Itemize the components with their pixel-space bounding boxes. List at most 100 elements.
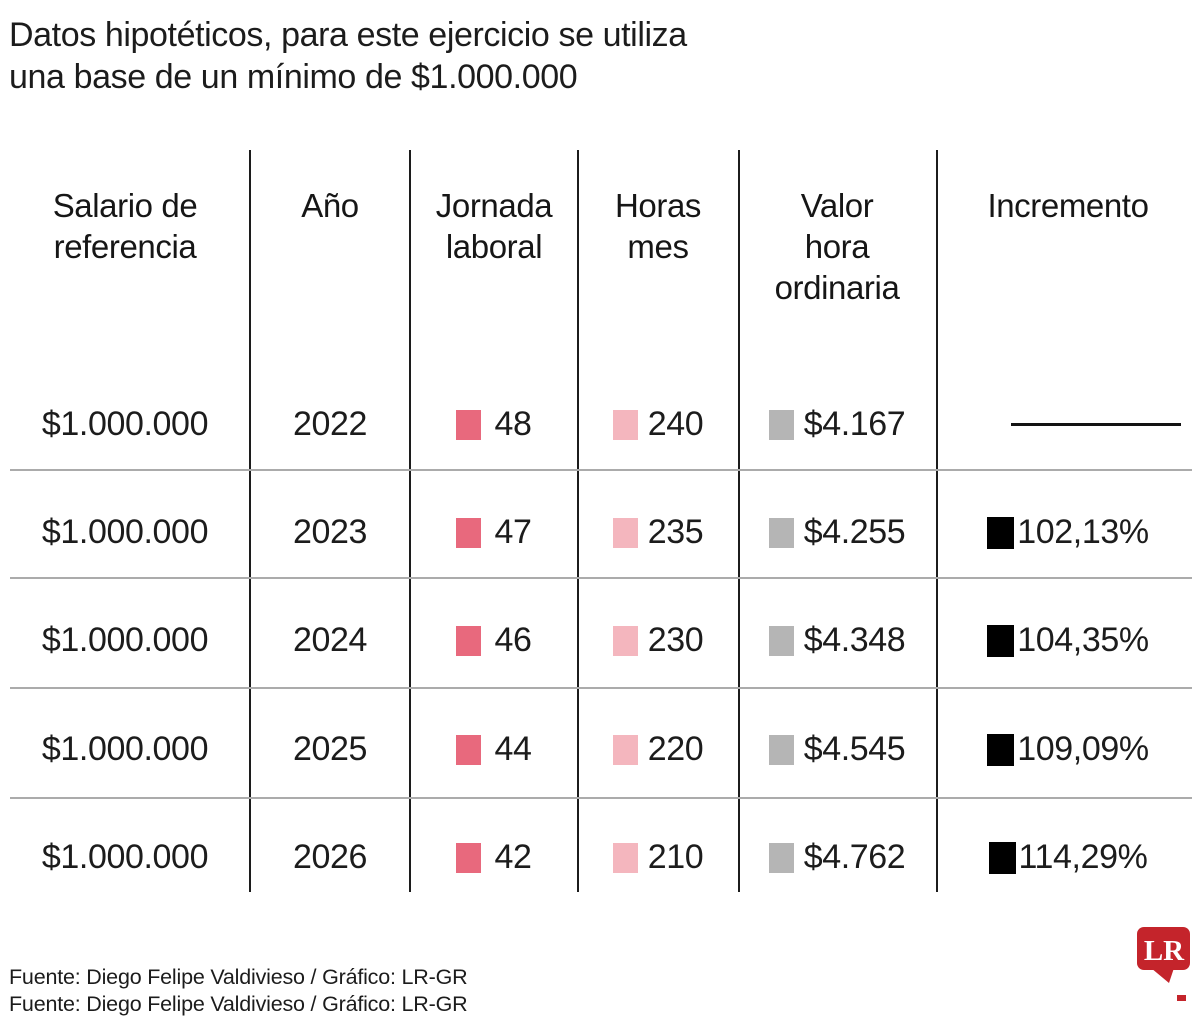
cell-value: $4.255 — [803, 513, 906, 551]
cell-horas: 235 — [578, 488, 738, 577]
incremento-swatch-icon — [987, 733, 1015, 766]
table-row: $1.000.000 2025 44 220 $4.545 109,09% — [0, 705, 1200, 794]
source-credit: Fuente: Diego Felipe Valdivieso / Gráfic… — [9, 965, 468, 989]
cell-value: 210 — [647, 838, 704, 876]
cell-value: 42 — [494, 838, 532, 876]
column-header: Incremento — [987, 187, 1149, 224]
valor-swatch-icon — [768, 842, 794, 873]
cell-value: 47 — [494, 513, 532, 551]
table-row: $1.000.000 2022 48 240 $4.167 — [0, 380, 1200, 469]
cell-valor: $4.545 — [738, 705, 936, 794]
cell-horas: 210 — [578, 813, 738, 902]
chart-title-line-1: Datos hipotéticos, para este ejercicio s… — [9, 16, 687, 54]
cell-valor: $4.348 — [738, 596, 936, 685]
cell-horas: 220 — [578, 705, 738, 794]
horas-swatch-icon — [612, 734, 638, 765]
jornada-swatch-icon — [456, 625, 482, 656]
horas-swatch-icon — [612, 842, 638, 873]
valor-swatch-icon — [768, 409, 794, 440]
horas-swatch-icon — [612, 625, 638, 656]
cell-salario: $1.000.000 — [41, 838, 209, 876]
cell-value: 48 — [494, 405, 532, 443]
source-credit-clipped: Fuente: Diego Felipe Valdivieso / Gráfic… — [9, 992, 468, 1016]
column-header: Jornada laboral — [435, 187, 553, 265]
cell-salario: $1.000.000 — [41, 730, 209, 768]
lr-logo-bubble-icon: LR — [1137, 927, 1190, 983]
row-divider — [10, 797, 1192, 799]
lr-logo: LR — [1136, 927, 1192, 997]
cell-valor: $4.762 — [738, 813, 936, 902]
cell-incremento: 104,35% — [936, 596, 1200, 685]
column-divider — [249, 150, 251, 892]
horas-swatch-icon — [612, 409, 638, 440]
incremento-swatch-icon — [987, 624, 1015, 657]
column-divider — [738, 150, 740, 892]
valor-swatch-icon — [768, 734, 794, 765]
column-divider — [936, 150, 938, 892]
cell-salario: $1.000.000 — [41, 405, 209, 443]
cell-ano: 2024 — [292, 621, 368, 659]
column-divider — [409, 150, 411, 892]
jornada-swatch-icon — [456, 517, 482, 548]
cell-value: 109,09% — [1017, 730, 1149, 768]
column-header: Horas mes — [614, 187, 702, 265]
row-divider — [10, 469, 1192, 471]
cell-jornada: 42 — [410, 813, 578, 902]
data-table: Salario de referencia Año Jornada laboral H… — [0, 150, 1200, 897]
lr-logo-text: LR — [1144, 935, 1185, 967]
clipped-red-mark — [1177, 995, 1186, 1001]
cell-value: 44 — [494, 730, 532, 768]
jornada-swatch-icon — [456, 734, 482, 765]
no-increment-dash — [1010, 423, 1181, 426]
cell-incremento: 102,13% — [936, 488, 1200, 577]
cell-value: $4.545 — [803, 730, 906, 768]
cell-incremento: 109,09% — [936, 705, 1200, 794]
cell-jornada: 47 — [410, 488, 578, 577]
horas-swatch-icon — [612, 517, 638, 548]
column-divider — [577, 150, 579, 892]
cell-value: $4.762 — [803, 838, 906, 876]
cell-jornada: 48 — [410, 380, 578, 469]
table-row: $1.000.000 2023 47 235 $4.255 102,13% — [0, 488, 1200, 577]
cell-salario: $1.000.000 — [41, 513, 209, 551]
cell-value: 102,13% — [1017, 513, 1149, 551]
cell-ano: 2025 — [292, 730, 368, 768]
table-row: $1.000.000 2024 46 230 $4.348 104,35% — [0, 596, 1200, 685]
cell-value: 46 — [494, 621, 532, 659]
cell-valor: $4.255 — [738, 488, 936, 577]
table-row: $1.000.000 2026 42 210 $4.762 114,29% — [0, 813, 1200, 902]
cell-value: 230 — [647, 621, 704, 659]
row-divider — [10, 577, 1192, 579]
cell-value: 114,29% — [1018, 838, 1148, 876]
cell-value: $4.348 — [803, 621, 906, 659]
jornada-swatch-icon — [456, 409, 482, 440]
cell-value: 220 — [647, 730, 704, 768]
chart-title-line-2: una base de un mínimo de $1.000.000 — [9, 58, 578, 96]
cell-jornada: 46 — [410, 596, 578, 685]
cell-valor: $4.167 — [738, 380, 936, 469]
incremento-swatch-icon — [987, 516, 1015, 549]
cell-jornada: 44 — [410, 705, 578, 794]
incremento-swatch-icon — [988, 841, 1016, 874]
jornada-swatch-icon — [456, 842, 482, 873]
cell-incremento: 114,29% — [936, 813, 1200, 902]
cell-ano: 2022 — [292, 405, 368, 443]
cell-value: $4.167 — [803, 405, 906, 443]
column-header: Salario de referencia — [52, 187, 198, 265]
cell-horas: 230 — [578, 596, 738, 685]
cell-salario: $1.000.000 — [41, 621, 209, 659]
cell-ano: 2026 — [292, 838, 368, 876]
cell-value: 235 — [647, 513, 704, 551]
chart-title: Datos hipotéticos, para este ejercicio s… — [9, 14, 687, 98]
valor-swatch-icon — [768, 517, 794, 548]
cell-incremento — [936, 380, 1200, 469]
table-header-row: Salario de referencia Año Jornada laboral H… — [0, 185, 1200, 308]
valor-swatch-icon — [768, 625, 794, 656]
cell-horas: 240 — [578, 380, 738, 469]
cell-value: 240 — [647, 405, 704, 443]
column-header: Año — [301, 187, 359, 224]
column-header: Valor hora ordinaria — [774, 187, 900, 306]
cell-ano: 2023 — [292, 513, 368, 551]
cell-value: 104,35% — [1017, 621, 1149, 659]
row-divider — [10, 687, 1192, 689]
